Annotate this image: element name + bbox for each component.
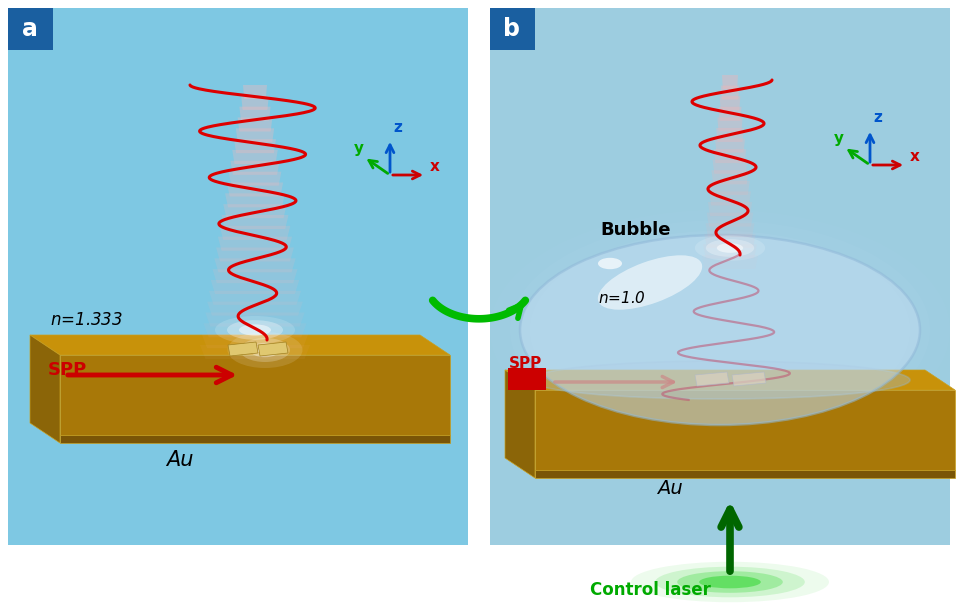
- Polygon shape: [228, 342, 258, 356]
- Polygon shape: [223, 204, 286, 218]
- Polygon shape: [732, 372, 766, 386]
- Polygon shape: [205, 313, 305, 327]
- Text: a: a: [22, 17, 38, 41]
- Polygon shape: [207, 302, 303, 316]
- Ellipse shape: [530, 231, 910, 429]
- Text: Au: Au: [657, 478, 683, 498]
- Polygon shape: [505, 370, 955, 390]
- Ellipse shape: [258, 347, 272, 354]
- Polygon shape: [703, 245, 757, 259]
- Polygon shape: [710, 181, 750, 195]
- Polygon shape: [229, 172, 282, 186]
- Polygon shape: [714, 149, 746, 163]
- Polygon shape: [720, 86, 740, 100]
- Ellipse shape: [250, 343, 280, 357]
- Polygon shape: [227, 183, 284, 197]
- Text: x: x: [910, 149, 920, 164]
- Ellipse shape: [706, 239, 754, 257]
- Polygon shape: [717, 128, 743, 142]
- Ellipse shape: [240, 338, 290, 362]
- Bar: [490, 8, 535, 50]
- Text: z: z: [393, 120, 401, 135]
- Ellipse shape: [655, 567, 805, 597]
- Ellipse shape: [699, 575, 761, 588]
- Bar: [468, 8, 490, 545]
- Ellipse shape: [677, 571, 783, 593]
- Polygon shape: [719, 96, 741, 110]
- Ellipse shape: [598, 258, 622, 269]
- Polygon shape: [221, 215, 288, 229]
- Text: Au: Au: [167, 450, 194, 470]
- Polygon shape: [505, 370, 535, 478]
- Polygon shape: [231, 161, 280, 175]
- Bar: [490, 8, 950, 545]
- Text: SPP: SPP: [48, 361, 87, 379]
- Polygon shape: [713, 160, 747, 174]
- Text: y: y: [354, 141, 364, 156]
- Ellipse shape: [530, 361, 910, 399]
- Polygon shape: [217, 237, 292, 251]
- Polygon shape: [702, 255, 758, 269]
- Polygon shape: [712, 171, 748, 185]
- Polygon shape: [695, 372, 729, 386]
- Polygon shape: [715, 138, 745, 152]
- Ellipse shape: [717, 243, 743, 253]
- Text: y: y: [834, 131, 844, 146]
- Polygon shape: [60, 435, 450, 443]
- Polygon shape: [60, 355, 450, 435]
- Text: $n$=1.0: $n$=1.0: [598, 290, 646, 306]
- Text: z: z: [873, 110, 882, 125]
- Polygon shape: [234, 139, 276, 153]
- Text: Bubble: Bubble: [600, 221, 671, 239]
- Text: Control laser: Control laser: [590, 581, 711, 599]
- Ellipse shape: [239, 324, 271, 336]
- Bar: [8, 8, 53, 50]
- Text: $n$=1.333: $n$=1.333: [50, 311, 123, 329]
- Polygon shape: [722, 75, 738, 89]
- Polygon shape: [718, 107, 741, 121]
- Polygon shape: [238, 118, 272, 132]
- Ellipse shape: [520, 235, 920, 425]
- Polygon shape: [202, 334, 308, 348]
- Polygon shape: [535, 470, 955, 478]
- Polygon shape: [708, 202, 752, 216]
- Ellipse shape: [695, 235, 765, 261]
- Ellipse shape: [227, 332, 303, 368]
- Polygon shape: [211, 280, 299, 294]
- Polygon shape: [241, 96, 269, 110]
- Polygon shape: [217, 248, 294, 262]
- Text: b: b: [504, 17, 520, 41]
- Polygon shape: [30, 335, 60, 443]
- Ellipse shape: [631, 561, 829, 602]
- Text: SPP: SPP: [509, 356, 542, 370]
- Polygon shape: [707, 212, 753, 226]
- Polygon shape: [215, 259, 296, 273]
- Polygon shape: [718, 117, 742, 131]
- Text: x: x: [430, 159, 440, 174]
- Polygon shape: [709, 191, 751, 206]
- Ellipse shape: [227, 320, 283, 340]
- Polygon shape: [236, 128, 274, 142]
- Polygon shape: [704, 234, 756, 248]
- Polygon shape: [200, 345, 310, 359]
- Polygon shape: [535, 390, 955, 470]
- Polygon shape: [240, 107, 270, 121]
- Polygon shape: [705, 223, 755, 237]
- Polygon shape: [30, 335, 450, 355]
- Ellipse shape: [510, 220, 930, 439]
- Polygon shape: [258, 342, 288, 356]
- Bar: [8, 8, 468, 545]
- Bar: [508, 368, 546, 390]
- Ellipse shape: [490, 210, 950, 450]
- Polygon shape: [213, 269, 297, 283]
- Polygon shape: [204, 324, 307, 337]
- Polygon shape: [232, 150, 278, 164]
- Ellipse shape: [598, 256, 702, 310]
- Polygon shape: [209, 291, 301, 305]
- Polygon shape: [219, 226, 290, 240]
- Polygon shape: [225, 194, 285, 208]
- Polygon shape: [243, 85, 267, 99]
- Ellipse shape: [215, 316, 295, 344]
